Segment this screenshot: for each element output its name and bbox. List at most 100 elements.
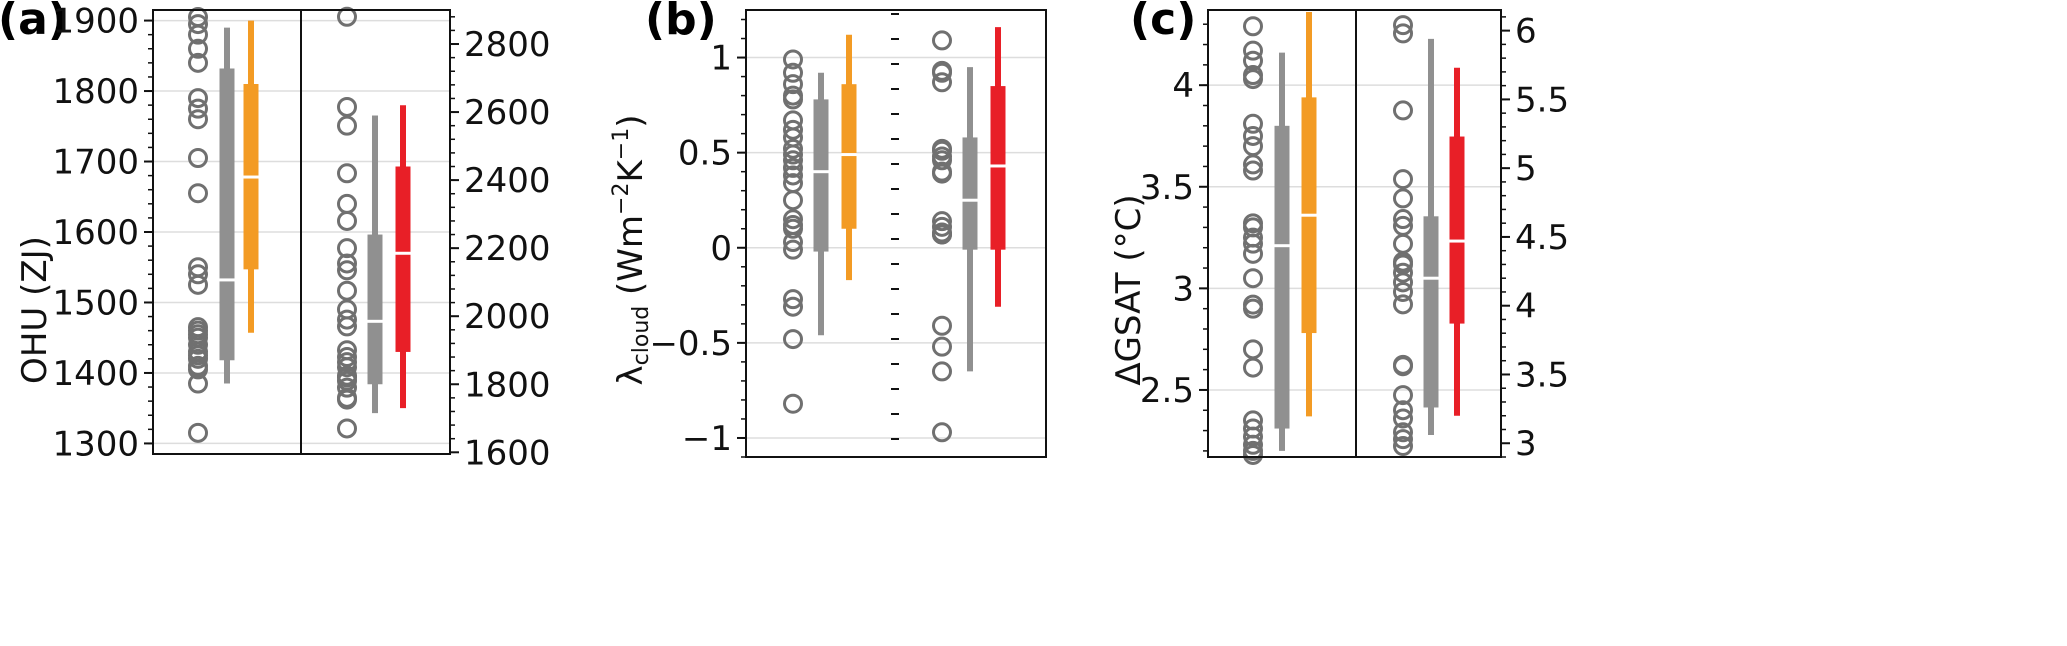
panel-a-model-point — [188, 373, 208, 394]
panel-c-model-point — [1393, 356, 1413, 377]
panel-b-model-point — [932, 336, 952, 357]
panel-c: (c) ΔGSAT (°C) 2.5 3 3.5 4 3 3.5 4 4.5 5 5.5 6 — [1109, 0, 1569, 465]
panel-c-model-point — [1243, 434, 1263, 455]
panel-b-model-point — [783, 296, 803, 317]
panel-c-right-tick-label: 3.5 — [1515, 355, 1569, 395]
panel-c-right-tick-label: 5.5 — [1515, 80, 1569, 120]
panel-c-left-tick-label: 3.5 — [1140, 168, 1194, 208]
panel-b-model-point — [783, 144, 803, 165]
panel-c-model-point — [1393, 23, 1413, 44]
panel-a-box — [219, 68, 235, 361]
panel-a-model-point — [337, 6, 357, 27]
panel-c-left-tick-label: 3 — [1172, 269, 1194, 309]
panel-b: (b) λcloud (Wm−2K−1) −1 −0.5 0 0.5 1 — [609, 0, 1047, 459]
panel-b-left-tick-label: −0.5 — [649, 324, 732, 364]
panel-a-ylabel: OHU (ZJ) — [15, 236, 55, 384]
panel-a-model-point — [188, 14, 208, 35]
panel-b-model-point — [783, 49, 803, 70]
panel-c-frame — [1207, 9, 1502, 458]
panel-a-right-tick-label: 2200 — [464, 229, 551, 269]
panel-b-model-point — [932, 30, 952, 51]
panel-a-model-point — [188, 264, 208, 285]
panel-a-model-group-2 — [337, 6, 411, 439]
panel-b-model-point — [783, 165, 803, 186]
panel-c-model-point — [1393, 435, 1413, 456]
panel-c-model-point — [1243, 154, 1263, 175]
panel-b-model-point — [932, 211, 952, 232]
panel-c-model-point — [1393, 281, 1413, 302]
panel-c-right-tick-label: 5 — [1515, 149, 1537, 189]
panel-a-model-point — [188, 24, 208, 45]
panel-b-model-point — [932, 216, 952, 237]
panel-c-label: (c) — [1130, 0, 1196, 45]
panel-a-left-tick-label: 1400 — [52, 354, 139, 394]
panel-a-model-point — [188, 359, 208, 380]
panel-a-model-point — [337, 357, 357, 378]
panel-a-model-point — [188, 274, 208, 295]
panel-c-model-point — [1393, 385, 1413, 406]
panel-b-model-point — [783, 329, 803, 350]
panel-c-box — [1274, 125, 1290, 429]
panel-b-model-point — [932, 361, 952, 382]
panel-b-model-group-1 — [783, 34, 857, 414]
panel-a-box — [395, 166, 411, 352]
panel-a-model-point — [188, 348, 208, 369]
panel-b-model-point — [932, 224, 952, 245]
panel-c-left-axis: 2.5 3 3.5 4 — [1140, 23, 1208, 452]
panel-a-model-point — [337, 389, 357, 410]
panel-a-right-tick-label: 2600 — [464, 93, 551, 133]
panel-a-model-point — [337, 377, 357, 398]
panel-a-model-point — [337, 163, 357, 184]
panel-b-model-point — [932, 72, 952, 93]
panel-a: (a) OHU (ZJ) 1300 1400 1500 1600 1700 1800 190… — [0, 0, 551, 473]
panel-a-model-point — [337, 193, 357, 214]
panel-a-box — [367, 234, 383, 385]
panel-a-right-tick-label: 1600 — [464, 433, 551, 473]
panel-c-right-tick-label: 4 — [1515, 287, 1537, 327]
panel-b-model-point — [783, 157, 803, 178]
panel-b-model-group-2 — [932, 27, 1006, 443]
panel-a-left-tick-label: 1900 — [52, 2, 139, 42]
panel-a-left-tick-label: 1600 — [52, 213, 139, 253]
panel-c-model-point — [1393, 15, 1413, 36]
panel-b-model-point — [932, 62, 952, 83]
panel-b-model-point — [783, 89, 803, 110]
panel-a-model-point — [337, 309, 357, 330]
panel-c-model-point — [1243, 40, 1263, 61]
panel-c-model-point — [1243, 339, 1263, 360]
panel-b-box — [962, 137, 978, 250]
panel-b-model-point — [783, 138, 803, 159]
panel-a-model-point — [337, 418, 357, 439]
panel-c-right-tick-label: 6 — [1515, 12, 1537, 52]
panel-b-box — [841, 84, 857, 229]
panel-c-model-point — [1393, 233, 1413, 254]
panel-b-box — [813, 99, 829, 252]
panel-a-model-point — [337, 115, 357, 136]
panel-c-model-point — [1393, 408, 1413, 429]
panel-c-model-point — [1243, 444, 1263, 465]
panel-c-box — [1449, 136, 1465, 324]
panel-b-model-point — [932, 150, 952, 171]
panel-c-model-point — [1243, 113, 1263, 134]
panel-a-model-point — [337, 253, 357, 274]
panel-b-label: (b) — [645, 0, 717, 45]
panel-a-model-point — [188, 422, 208, 443]
panel-a-left-tick-label: 1800 — [52, 72, 139, 112]
panel-a-model-point — [188, 98, 208, 119]
panel-c-model-point — [1243, 125, 1263, 146]
panel-b-model-point — [783, 119, 803, 140]
panel-c-model-point — [1393, 294, 1413, 315]
panel-b-frame — [745, 9, 1047, 458]
panel-c-model-point — [1243, 298, 1263, 319]
panel-b-model-point — [932, 163, 952, 184]
panel-c-ylabel: ΔGSAT (°C) — [1109, 194, 1149, 385]
panel-a-left-tick-label: 1500 — [52, 283, 139, 323]
panel-b-box — [990, 86, 1006, 250]
panel-a-model-point — [337, 238, 357, 259]
panel-b-model-point — [783, 74, 803, 95]
panel-b-model-point — [932, 140, 952, 161]
panel-a-model-point — [188, 52, 208, 73]
panel-b-model-point — [932, 315, 952, 336]
panel-a-right-tick-label: 2000 — [464, 297, 551, 337]
panel-c-left-tick-label: 4 — [1172, 66, 1194, 106]
